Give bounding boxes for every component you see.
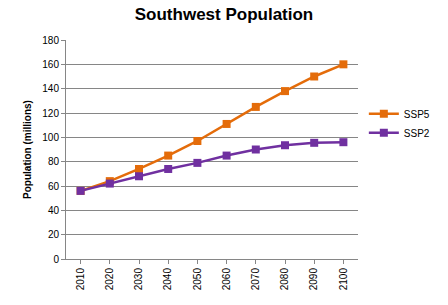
- svg-text:2030: 2030: [133, 268, 144, 291]
- svg-text:2040: 2040: [162, 268, 173, 291]
- svg-text:SSP2: SSP2: [404, 128, 430, 139]
- svg-text:2020: 2020: [104, 268, 115, 291]
- svg-text:120: 120: [42, 108, 59, 119]
- svg-text:100: 100: [42, 132, 59, 143]
- svg-text:SSP5: SSP5: [404, 109, 430, 120]
- svg-text:0: 0: [53, 254, 59, 265]
- svg-text:Southwest Population: Southwest Population: [135, 5, 314, 24]
- svg-text:2070: 2070: [250, 268, 261, 291]
- svg-text:80: 80: [48, 156, 60, 167]
- svg-text:20: 20: [48, 229, 60, 240]
- svg-text:2050: 2050: [192, 268, 203, 291]
- svg-text:180: 180: [42, 35, 59, 46]
- svg-text:2080: 2080: [279, 268, 290, 291]
- svg-text:2010: 2010: [75, 268, 86, 291]
- svg-text:60: 60: [48, 181, 60, 192]
- svg-text:2060: 2060: [221, 268, 232, 291]
- svg-text:2100: 2100: [338, 268, 349, 291]
- svg-text:Population (millions): Population (millions): [22, 100, 33, 199]
- svg-text:2090: 2090: [308, 268, 319, 291]
- svg-text:140: 140: [42, 83, 59, 94]
- svg-text:160: 160: [42, 59, 59, 70]
- svg-text:40: 40: [48, 205, 60, 216]
